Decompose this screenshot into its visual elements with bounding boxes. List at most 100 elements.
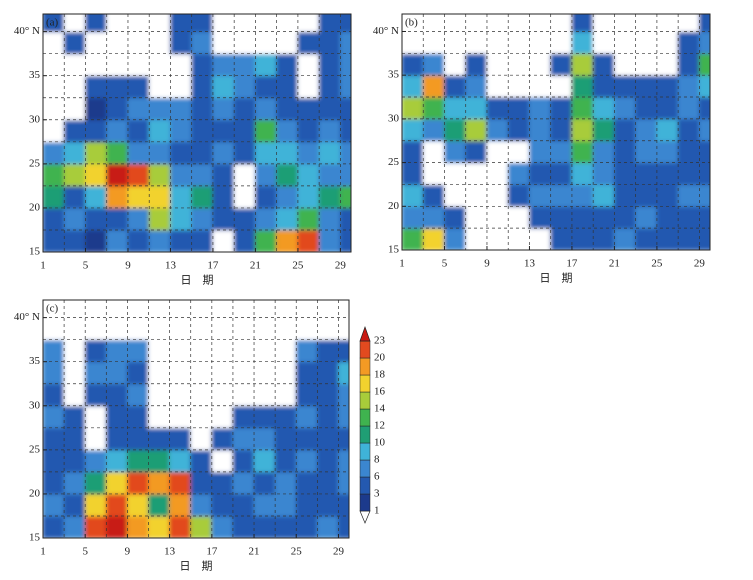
cell [316, 383, 339, 407]
cell [148, 207, 171, 231]
cell [402, 30, 424, 54]
cell [63, 405, 86, 429]
x-axis-label: 日 期 [540, 272, 573, 285]
cell [127, 119, 150, 143]
cell [592, 227, 615, 250]
cell [211, 339, 234, 363]
cell [465, 140, 488, 164]
cell [127, 141, 150, 165]
cell [592, 96, 615, 120]
cell [63, 361, 86, 385]
cell [253, 493, 276, 517]
y-tick-label: 15 [29, 532, 41, 544]
cell [337, 449, 349, 473]
cell [126, 383, 150, 407]
x-tick-label: 21 [249, 546, 260, 558]
cell [84, 405, 107, 429]
cell [571, 205, 594, 229]
colorbar-label: 16 [374, 386, 386, 398]
cell [232, 471, 255, 495]
cell [148, 163, 171, 187]
colorbar-swatch [359, 357, 371, 376]
cell [84, 119, 108, 143]
cell [148, 185, 171, 209]
cell [212, 75, 235, 99]
y-tick-label: 35 [29, 355, 41, 367]
cell [190, 317, 213, 341]
y-tick-label: 15 [29, 246, 41, 258]
y-tick-label: 20 [29, 487, 41, 499]
cell [43, 471, 65, 495]
x-tick-label: 1 [40, 546, 46, 558]
cell [106, 119, 129, 143]
colorbar-swatch [359, 425, 371, 444]
cell [212, 119, 235, 143]
cell [106, 53, 129, 77]
cell [63, 75, 86, 99]
cell [550, 74, 573, 98]
cell [276, 185, 299, 209]
cell [507, 14, 530, 32]
cell [297, 207, 320, 231]
cell [254, 97, 278, 121]
x-tick-label: 13 [164, 546, 176, 558]
field [402, 14, 710, 250]
cell [105, 383, 128, 407]
cell [656, 205, 679, 229]
cell [232, 317, 255, 341]
cell [148, 449, 171, 473]
cell [84, 471, 107, 495]
colorbar-swatch [359, 442, 371, 461]
cell [274, 383, 297, 407]
cell [528, 140, 552, 164]
cell [84, 141, 108, 165]
cell [274, 300, 297, 319]
x-tick-label: 21 [609, 258, 620, 270]
cell [253, 339, 276, 363]
cell [635, 30, 658, 54]
cell [402, 205, 424, 229]
cell [635, 96, 658, 120]
cell [126, 300, 150, 319]
cell [318, 31, 341, 55]
cell [613, 52, 637, 76]
cell [211, 515, 234, 538]
cell [318, 53, 341, 77]
cell [169, 75, 193, 99]
colorbar-label: 23 [374, 335, 386, 347]
cell [127, 97, 150, 121]
cell [571, 227, 594, 250]
cell [528, 183, 552, 207]
cell [297, 31, 320, 55]
cell [43, 405, 65, 429]
cell [297, 119, 320, 143]
cell [190, 405, 213, 429]
cell [339, 119, 351, 143]
cell [232, 493, 255, 517]
cell [84, 317, 107, 341]
cell [613, 140, 637, 164]
cell [106, 163, 129, 187]
cell [191, 97, 214, 121]
cell [297, 141, 320, 165]
cell [63, 53, 86, 77]
panel-label: (a) [46, 17, 59, 29]
cell [656, 96, 679, 120]
cell [43, 97, 65, 121]
cell [443, 52, 467, 76]
cell [507, 183, 530, 207]
colorbar-label: 14 [374, 403, 386, 415]
cell [337, 493, 349, 517]
cell [253, 471, 276, 495]
cell [318, 75, 341, 99]
cell [677, 74, 700, 98]
cell [318, 14, 341, 33]
cell [106, 229, 129, 252]
cell [106, 14, 129, 33]
colorbar-label: 18 [374, 369, 386, 381]
cell [613, 14, 637, 32]
cell [698, 118, 710, 142]
colorbar-swatch [359, 391, 371, 410]
